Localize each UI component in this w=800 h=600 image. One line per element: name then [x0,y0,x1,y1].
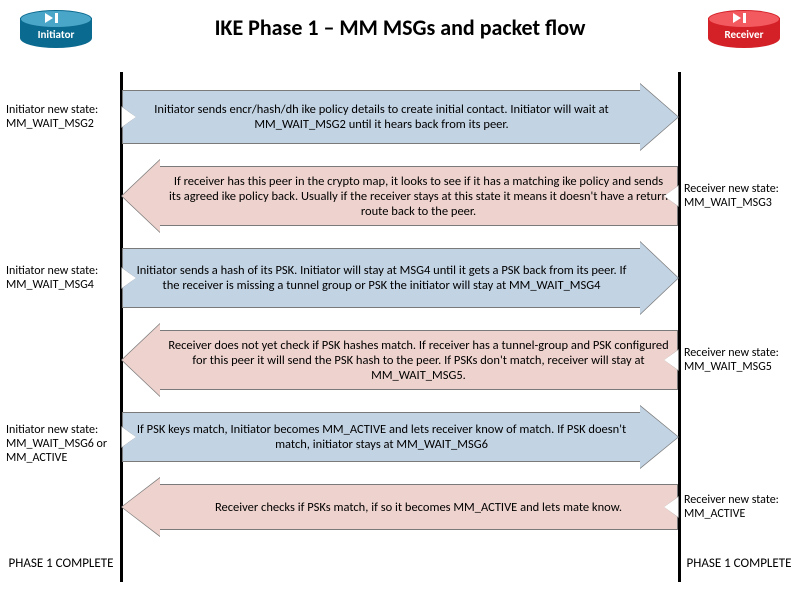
message-arrow: Initiator sends encr/hash/dh ike policy … [122,90,678,144]
arrow-text: Initiator sends encr/hash/dh ike policy … [122,90,640,144]
receiver-label: Receiver [708,28,780,41]
receiver-state-label: Receiver new state:MM_WAIT_MSG3 [684,182,794,210]
arrow-head-icon [640,406,678,468]
diagram-title: IKE Phase 1 – MM MSGs and packet flow [215,14,586,41]
initiator-state-label: Initiator new state:MM_WAIT_MSG2 [6,103,116,131]
initiator-state-label: Initiator new state:MM_WAIT_MSG4 [6,264,116,292]
arrow-text: Receiver does not yet check if PSK hashe… [160,330,678,390]
receiver-node: Receiver [708,10,780,50]
arrow-text: If PSK keys match, Initiator becomes MM_… [122,412,640,462]
receiver-state-label: Receiver new state:MM_WAIT_MSG5 [684,346,794,374]
message-arrow: Initiator sends a hash of its PSK. Initi… [122,248,678,308]
initiator-label: Initiator [20,28,92,41]
arrow-head-icon [640,84,678,150]
arrow-text: Initiator sends a hash of its PSK. Initi… [122,248,640,308]
phase-complete-right: PHASE 1 COMPLETE [684,556,794,571]
arrow-head-icon [640,242,678,314]
message-arrow: Receiver checks if PSKs match, if so it … [122,484,678,530]
arrow-head-icon [122,478,160,536]
arrow-head-icon [122,324,160,396]
receiver-state-label: Receiver new state:MM_ACTIVE [684,493,794,521]
initiator-state-label: Initiator new state:MM_WAIT_MSG6 or MM_A… [6,423,116,465]
message-arrow: If PSK keys match, Initiator becomes MM_… [122,412,678,462]
message-arrow: If receiver has this peer in the crypto … [122,166,678,226]
arrow-text: If receiver has this peer in the crypto … [160,166,678,226]
arrow-text: Receiver checks if PSKs match, if so it … [160,484,678,530]
phase-complete-left: PHASE 1 COMPLETE [6,556,116,571]
initiator-node: Initiator [20,10,92,50]
arrow-head-icon [122,160,160,232]
message-arrow: Receiver does not yet check if PSK hashe… [122,330,678,390]
